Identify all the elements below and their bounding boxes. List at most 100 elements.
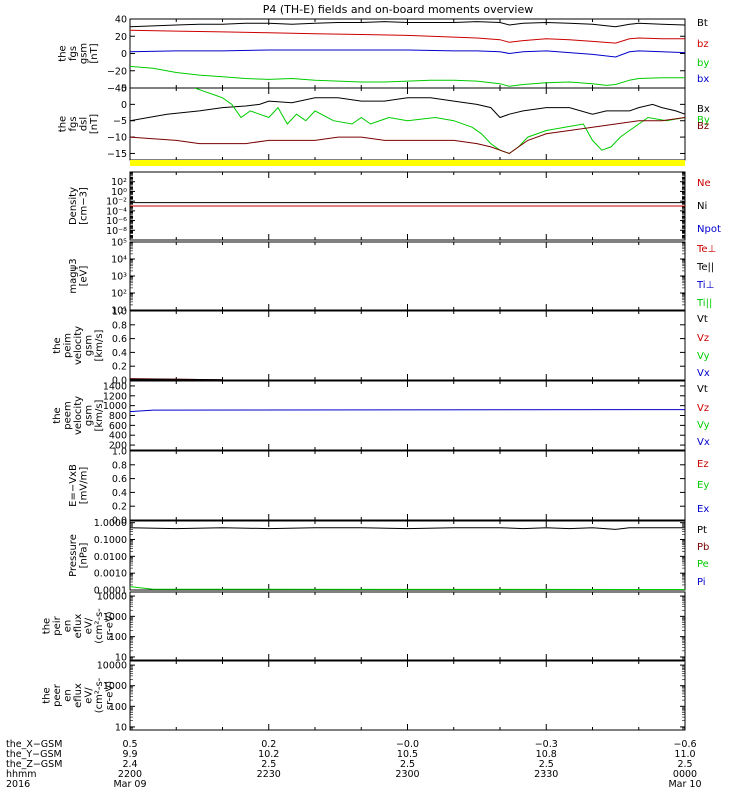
y-axis-title-line: velocity xyxy=(73,396,84,435)
x-column-value: 0.5 xyxy=(122,739,137,750)
panel-peir_efflux: 10000 1000 100 10 thepeirenefluxeV/(cm²-s-sr… xyxy=(42,591,686,663)
legend-entry: Ey xyxy=(697,480,709,491)
y-tick-label: 0.2 xyxy=(112,502,127,513)
legend-entry: Bx xyxy=(697,104,710,115)
series-pe xyxy=(130,586,685,590)
y-axis-title-line: eflux xyxy=(73,683,84,708)
y-tick-label: 1000 xyxy=(103,612,127,623)
y-axis-title-line: gsm xyxy=(84,335,95,356)
y-tick-label: 10⁵ xyxy=(111,238,127,249)
series-bt xyxy=(130,21,685,28)
series-bx xyxy=(130,49,685,58)
y-tick-label: 200 xyxy=(109,441,127,452)
legend-entry: Ti⊥ xyxy=(696,280,714,291)
x-column-value: 0000 xyxy=(673,769,697,780)
y-tick-label: 0.0010 xyxy=(94,569,127,580)
x-column-value: 2.5 xyxy=(539,759,554,770)
y-axis-title-line: [nT] xyxy=(89,114,100,134)
y-tick-label: 40 xyxy=(115,15,127,26)
y-tick-label: 10² xyxy=(111,289,127,300)
y-tick-label: 800 xyxy=(109,411,127,422)
y-axis-title-line: [cm−3] xyxy=(78,187,89,225)
panel-frame xyxy=(129,18,686,89)
y-tick-label: 10⁻⁴ xyxy=(106,206,127,217)
x-column-value: 0.2 xyxy=(261,739,276,750)
x-row-label: hhmm xyxy=(6,769,37,780)
y-axis-title-line: dsl xyxy=(78,117,89,131)
y-axis-title-line: gsm xyxy=(78,43,89,64)
legend-entry: Bt xyxy=(697,18,708,29)
y-tick-label: 10³ xyxy=(111,272,127,283)
y-tick-label: 0.6 xyxy=(112,474,127,485)
panel-temperature: 10⁵ 10⁴ 10³ 10² 10¹ magψ3[eV] Te⊥ Te|| Ti⊥ Ti|| xyxy=(68,238,717,317)
y-tick-label: 1.0 xyxy=(112,447,127,458)
y-tick-label: 100 xyxy=(109,702,127,713)
y-tick-label: 0.0001 xyxy=(94,586,127,597)
series-by xyxy=(130,65,685,87)
x-column-value: Mar 10 xyxy=(668,779,701,790)
y-axis-title-line: the xyxy=(57,116,68,132)
y-axis-title-line: E=−VxB xyxy=(68,464,79,507)
legend-entry: Te|| xyxy=(696,262,714,273)
y-tick-label: 10⁻⁸ xyxy=(106,226,127,237)
legend-entry: Te⊥ xyxy=(696,244,716,255)
y-axis-title-line: eflux xyxy=(73,614,84,639)
panel-pressure: 1.0000 0.1000 0.0100 0.0010 0.0001 Pressure[n… xyxy=(68,518,710,596)
legend-entry: Pb xyxy=(697,542,709,553)
y-tick-label: 0 xyxy=(121,49,127,60)
x-column-value: 2230 xyxy=(257,769,281,780)
x-column-value: 2300 xyxy=(395,769,419,780)
y-axis-title-line: [eV] xyxy=(78,266,89,287)
yellow-status-bar xyxy=(130,160,685,166)
y-tick-label: 0.2 xyxy=(112,362,127,373)
y-axis-title-line: peir xyxy=(52,615,63,635)
panel-frame xyxy=(129,520,686,591)
y-tick-label: 1.0000 xyxy=(94,518,127,529)
y-tick-label: −20 xyxy=(107,66,127,77)
y-tick-label: 0.4 xyxy=(112,488,127,499)
y-axis-title-line: the xyxy=(57,45,68,61)
y-axis-title-line: Density xyxy=(68,187,79,225)
x-column-value: 2.5 xyxy=(677,759,692,770)
y-axis-title-line: (cm²-s- xyxy=(94,608,105,644)
y-axis-title-line: [mV/m] xyxy=(78,467,89,505)
y-tick-label: 600 xyxy=(109,421,127,432)
y-tick-label: 0.8 xyxy=(112,460,127,471)
y-tick-label: 400 xyxy=(109,431,127,442)
y-tick-label: 0.6 xyxy=(112,334,127,345)
y-tick-label: 10¹ xyxy=(111,306,127,317)
y-axis-title-line: the xyxy=(42,687,53,703)
legend-entry: Vz xyxy=(697,403,709,414)
x-column-value: −0.6 xyxy=(673,739,696,750)
y-axis-title: Pressure[nPa] xyxy=(68,534,90,577)
legend-entry: Npot xyxy=(697,224,721,235)
y-axis-title-line: [nT] xyxy=(89,43,100,63)
y-axis-title: thepeirenefluxeV/(cm²-s-sr-eV) xyxy=(42,608,116,644)
figure-title: P4 (TH-E) fields and on-board moments ov… xyxy=(263,3,534,16)
y-tick-label: 1000 xyxy=(103,401,127,412)
panel-frame xyxy=(129,87,686,161)
y-tick-label: 10000 xyxy=(97,592,127,603)
legend-entry: By xyxy=(697,115,710,126)
legend-entry: Ne xyxy=(697,178,711,189)
y-tick-label: 10 xyxy=(115,722,127,733)
series-vt xyxy=(130,378,223,380)
panel-frame xyxy=(129,591,686,661)
legend-entry: bx xyxy=(697,74,709,85)
y-tick-label: 10² xyxy=(111,177,127,188)
y-axis-title: thepeemvelocitygsm[km/s] xyxy=(52,396,105,435)
y-tick-label: −15 xyxy=(107,149,127,160)
y-axis-title-line: en xyxy=(63,620,74,633)
y-axis-title-line: peem xyxy=(63,401,74,429)
y-axis-title-line: peer xyxy=(52,683,63,707)
legend-entry: Bz xyxy=(697,121,709,132)
panel-peim_velocity: 1.0 0.8 0.6 0.4 0.2 0.0 thepeimvelocitygsm[km/… xyxy=(52,307,710,387)
legend-entry: Pe xyxy=(697,559,709,570)
y-axis-title-line: (cm²-s- xyxy=(94,677,105,713)
y-axis-title-line: [nPa] xyxy=(78,542,89,568)
panel-frame xyxy=(129,241,686,311)
x-column-value: 10.5 xyxy=(397,749,418,760)
